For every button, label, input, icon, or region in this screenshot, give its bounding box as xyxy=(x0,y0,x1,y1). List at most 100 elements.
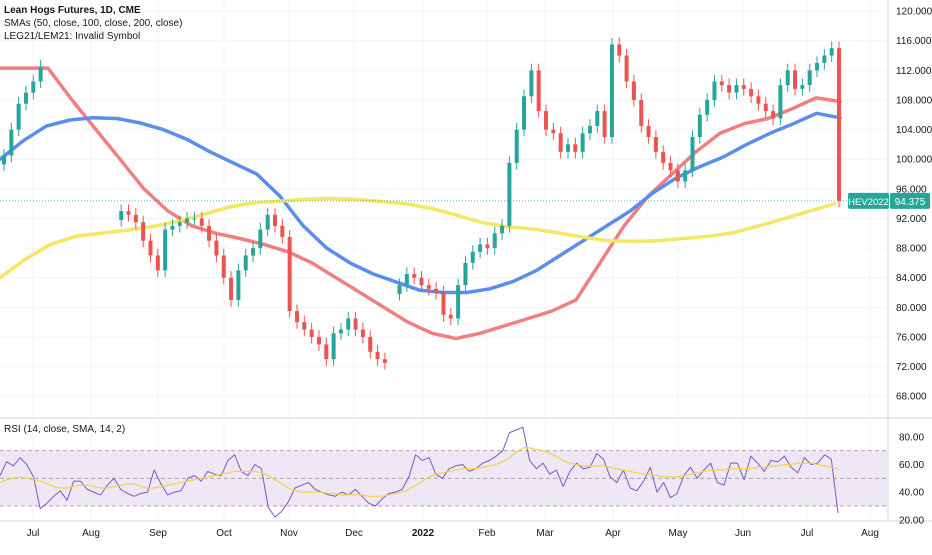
candle xyxy=(697,108,702,144)
time-tick-label: Jun xyxy=(735,528,751,539)
candle xyxy=(126,204,131,222)
candle xyxy=(38,59,43,89)
candle xyxy=(287,230,292,318)
candle-body xyxy=(741,85,746,89)
candle xyxy=(331,326,336,366)
candle-body xyxy=(478,244,483,252)
candle xyxy=(346,311,351,337)
candle-body xyxy=(617,44,622,56)
candle-body xyxy=(324,344,329,360)
candle-body xyxy=(280,225,285,237)
candle-body xyxy=(404,274,409,286)
candle-body xyxy=(661,151,666,163)
price-tick-label: 92.000 xyxy=(896,214,927,225)
candle xyxy=(309,322,314,344)
candle-body xyxy=(646,125,651,138)
candle-body xyxy=(727,85,732,93)
candle-body xyxy=(822,55,827,63)
invalid-symbol-label: LEG21/LEM21: Invalid Symbol xyxy=(4,31,141,42)
candle xyxy=(478,237,483,259)
candle-body xyxy=(331,333,336,360)
time-tick-label: Mar xyxy=(536,528,554,539)
rsi-layer xyxy=(0,426,839,518)
candle-body xyxy=(177,222,182,226)
candle-body xyxy=(265,214,270,230)
candle xyxy=(712,74,717,107)
price-tick-label: 76.000 xyxy=(896,332,927,343)
candle xyxy=(294,304,299,329)
candle xyxy=(763,97,768,118)
candle xyxy=(133,208,138,229)
candle-body xyxy=(602,111,607,138)
candle-body xyxy=(397,285,402,295)
candle xyxy=(551,122,556,140)
candle xyxy=(756,89,761,111)
price-badge xyxy=(890,192,930,209)
candle xyxy=(170,219,175,237)
candle xyxy=(580,126,585,159)
candle-body xyxy=(683,170,688,182)
candle-body xyxy=(697,114,702,138)
candle-body xyxy=(536,70,541,112)
candle-body xyxy=(360,329,365,337)
candle xyxy=(734,78,739,100)
candle xyxy=(229,271,234,307)
time-tick-label: Jul xyxy=(27,528,40,539)
candle-body xyxy=(309,329,314,337)
candle xyxy=(690,130,695,178)
candle xyxy=(302,315,307,337)
candle xyxy=(822,48,827,70)
candle xyxy=(771,104,776,126)
rsi-legend: RSI (14, close, SMA, 14, 2) xyxy=(4,423,125,436)
candle-body xyxy=(221,255,226,278)
candle-body xyxy=(690,137,695,171)
candle-body xyxy=(609,44,614,138)
candle xyxy=(705,93,710,122)
candle xyxy=(316,330,321,352)
candle xyxy=(837,41,841,208)
candle-body xyxy=(287,236,292,312)
candle xyxy=(778,78,783,126)
price-badge-text: 94.375 xyxy=(895,197,926,208)
candle-body xyxy=(749,88,754,97)
candle xyxy=(419,271,424,292)
candle xyxy=(507,156,512,233)
candle xyxy=(280,219,285,244)
candle-body xyxy=(763,103,768,112)
candle-body xyxy=(243,255,248,271)
candle-body xyxy=(419,277,424,286)
rsi-tick-label: 40.00 xyxy=(899,488,924,499)
candle xyxy=(404,267,409,292)
ma-line-sma-50 xyxy=(0,66,842,341)
time-tick-label: Aug xyxy=(82,528,100,539)
price-tick-label: 84.000 xyxy=(896,273,927,284)
candle-body xyxy=(522,96,527,130)
candle-body xyxy=(507,162,512,226)
time-tick-label: 2022 xyxy=(412,528,435,539)
candle-body xyxy=(485,244,490,249)
candle xyxy=(595,104,600,133)
candle xyxy=(163,222,168,277)
candle-body xyxy=(155,255,160,271)
candle xyxy=(441,285,446,322)
candle-body xyxy=(829,48,834,56)
candle-body xyxy=(639,99,644,126)
candle xyxy=(675,163,680,189)
candle-body xyxy=(236,270,241,300)
candle xyxy=(236,263,241,307)
candle xyxy=(727,78,732,100)
candle-body xyxy=(624,55,629,82)
candle-body xyxy=(9,129,14,156)
candle-body xyxy=(573,144,578,152)
candle-body xyxy=(565,144,570,152)
candle-body xyxy=(375,351,380,360)
candle-body xyxy=(16,103,21,130)
candle xyxy=(273,208,278,233)
candle xyxy=(470,245,475,270)
candle xyxy=(800,78,805,96)
rsi-label: RSI (14, close, SMA, 14, 2) xyxy=(4,424,126,435)
candle xyxy=(221,248,226,285)
candle xyxy=(119,204,124,227)
candle xyxy=(807,63,812,92)
candle-body xyxy=(793,70,798,89)
